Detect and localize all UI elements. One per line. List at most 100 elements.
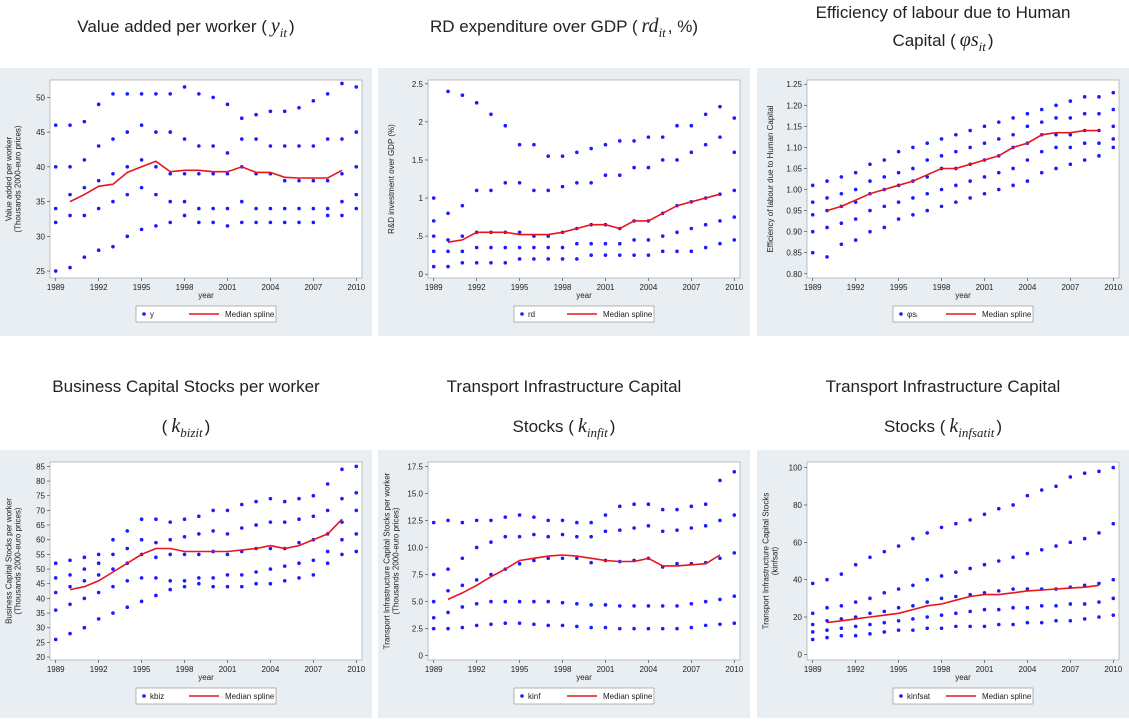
scatter-point	[282, 220, 287, 225]
scatter-point	[1068, 475, 1073, 479]
scatter-point	[197, 576, 201, 580]
scatter-point	[1097, 154, 1101, 158]
scatter-point	[125, 92, 130, 96]
scatter-point	[982, 624, 987, 629]
scatter-point	[53, 637, 58, 642]
plot-area	[427, 79, 741, 279]
y-tick-label: 2	[419, 118, 424, 127]
scatter-point	[431, 264, 436, 269]
scatter-point	[1011, 132, 1015, 137]
scatter-point	[82, 596, 87, 601]
scatter-point	[839, 617, 844, 621]
scatter-point	[139, 185, 144, 190]
scatter-point	[675, 528, 679, 532]
scatter-point	[1025, 605, 1030, 610]
scatter-point	[954, 624, 958, 629]
scatter-point	[82, 625, 87, 630]
scatter-point	[82, 158, 87, 162]
x-tick-label: 1989	[425, 283, 443, 292]
x-tick-label: 2007	[304, 283, 322, 292]
scatter-point	[254, 523, 258, 527]
scatter-point	[282, 520, 287, 524]
scatter-point	[896, 628, 901, 632]
y-tick-label: 2.5	[412, 80, 424, 89]
y-tick-label: 1.20	[786, 101, 802, 110]
scatter-point	[503, 245, 508, 250]
scatter-point	[646, 626, 651, 631]
x-tick-label: 2007	[682, 283, 700, 292]
x-axis-label: year	[198, 291, 214, 300]
scatter-point	[96, 617, 101, 621]
scatter-point	[617, 604, 622, 608]
scatter-point	[896, 170, 901, 175]
scatter-point	[1082, 141, 1087, 145]
scatter-point	[82, 579, 87, 583]
legend-label: Median spline	[603, 310, 653, 319]
scatter-point	[882, 175, 887, 179]
scatter-point	[968, 196, 972, 200]
scatter-point	[446, 588, 450, 593]
x-tick-label: 2010	[1104, 665, 1122, 674]
scatter-point	[446, 264, 450, 269]
y-tick-label: 30	[36, 624, 45, 633]
scatter-point	[111, 584, 115, 589]
scatter-point	[96, 561, 101, 565]
scatter-point	[168, 537, 173, 542]
scatter-point	[868, 179, 872, 183]
scatter-point	[354, 491, 359, 495]
scatter-point	[732, 215, 737, 219]
scatter-point	[660, 626, 665, 631]
scatter-point	[340, 213, 344, 218]
scatter-point	[154, 555, 158, 560]
scatter-point	[632, 165, 636, 170]
legend-label: Median spline	[225, 310, 275, 319]
scatter-point	[689, 150, 694, 155]
title-subscript: it	[659, 25, 667, 40]
scatter-point	[268, 109, 273, 114]
scatter-point	[474, 245, 479, 250]
scatter-point	[954, 611, 958, 616]
x-tick-label: 2007	[304, 665, 322, 674]
x-tick-label: 1989	[425, 665, 443, 674]
scatter-point	[340, 537, 344, 542]
chart-panel: Efficiency of labour due to Human Capital…	[757, 3, 1129, 336]
title-text: RD expenditure over GDP (	[430, 17, 638, 36]
y-axis-label: (Thousands 2000-euro prices)	[14, 507, 23, 615]
scatter-point	[474, 260, 479, 265]
scatter-point	[825, 605, 829, 610]
x-tick-label: 1989	[47, 283, 65, 292]
x-tick-label: 2007	[682, 665, 700, 674]
y-tick-label: 0	[419, 652, 424, 661]
x-tick-label: 2004	[262, 665, 280, 674]
scatter-point	[996, 137, 1001, 141]
scatter-point	[68, 123, 72, 127]
scatter-point	[154, 192, 158, 197]
scatter-point	[517, 534, 522, 539]
scatter-point	[825, 255, 829, 259]
y-tick-label: 1.00	[786, 186, 802, 195]
scatter-point	[325, 508, 330, 513]
scatter-point	[1011, 166, 1015, 171]
scatter-point	[431, 599, 436, 604]
scatter-point	[732, 594, 737, 598]
scatter-point	[589, 560, 593, 565]
y-tick-label: 1.15	[786, 122, 802, 131]
scatter-point	[546, 534, 551, 539]
scatter-point	[810, 200, 815, 204]
scatter-point	[1068, 145, 1073, 150]
scatter-point	[982, 562, 987, 567]
scatter-point	[1039, 620, 1044, 625]
scatter-point	[111, 567, 115, 571]
y-axis-label: Transport Infrastructure Capital Stocks …	[383, 472, 392, 649]
title-subscript: infsatit	[958, 425, 995, 440]
scatter-point	[154, 130, 158, 134]
scatter-point	[211, 584, 215, 589]
scatter-point	[532, 245, 536, 250]
scatter-point	[154, 517, 158, 521]
scatter-point	[560, 556, 565, 561]
scatter-point	[431, 249, 436, 254]
scatter-point	[925, 208, 930, 213]
scatter-point	[96, 178, 101, 183]
scatter-point	[1111, 124, 1116, 129]
scatter-point	[125, 165, 130, 169]
